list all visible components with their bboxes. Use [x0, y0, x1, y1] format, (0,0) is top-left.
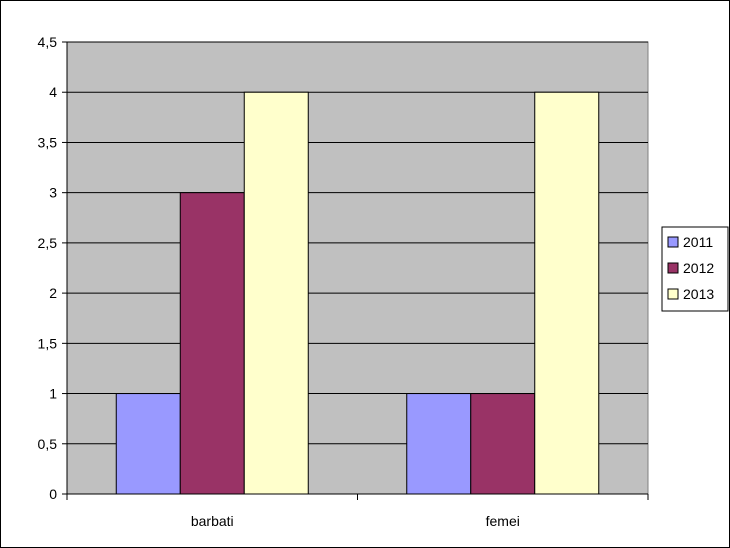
legend-label: 2012 — [683, 260, 714, 276]
legend-label: 2013 — [683, 286, 714, 302]
y-tick-label: 4,5 — [38, 34, 58, 50]
legend-label: 2011 — [683, 234, 713, 250]
legend: 2011 2012 2013 — [661, 226, 729, 312]
bar — [243, 91, 309, 495]
bar — [534, 91, 600, 495]
y-tick-label: 4 — [49, 84, 57, 100]
y-tick-label: 0 — [49, 486, 57, 502]
x-tick-label: femei — [486, 513, 520, 529]
legend-swatch — [667, 236, 679, 248]
legend-swatch — [667, 288, 679, 300]
bar — [406, 393, 472, 495]
y-tick-label: 0,5 — [38, 436, 58, 452]
y-axis-ticks: 0 0,5 1 1,5 2 2,5 3 3,5 4 4,5 — [38, 34, 67, 502]
bar — [115, 393, 181, 495]
x-axis-ticks: barbati femei — [66, 494, 649, 529]
x-tick-label: barbati — [191, 513, 234, 529]
y-tick-label: 1,5 — [38, 335, 58, 351]
legend-swatch — [667, 262, 679, 274]
y-tick-label: 2,5 — [38, 235, 58, 251]
bar — [470, 393, 536, 495]
y-tick-label: 1 — [49, 386, 57, 402]
bars — [115, 91, 600, 495]
y-tick-label: 2 — [49, 285, 57, 301]
y-tick-label: 3 — [49, 185, 57, 201]
bar — [179, 192, 245, 495]
y-tick-label: 3,5 — [38, 134, 58, 150]
